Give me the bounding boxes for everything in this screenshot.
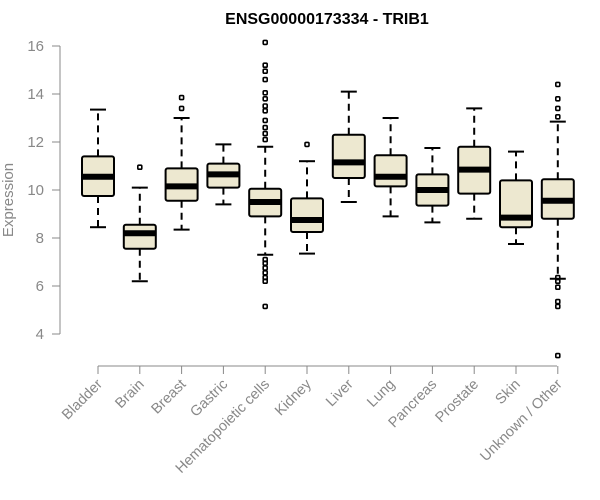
box-group: [206, 143, 241, 206]
outlier-point: [554, 114, 561, 120]
outlier-point: [262, 117, 269, 124]
outlier-point: [262, 62, 269, 69]
x-tick-label: Skin: [493, 377, 524, 408]
outlier-point: [554, 284, 561, 291]
outlier-point: [554, 96, 561, 102]
y-tick-label: 10: [27, 182, 44, 199]
outlier-point: [262, 68, 269, 74]
box-group: [499, 150, 533, 245]
outlier-point: [262, 103, 269, 109]
box-group: [415, 147, 450, 224]
y-tick-label: 14: [27, 86, 44, 103]
y-ticks: 4 6 8 10 12 14 16: [27, 38, 60, 343]
y-tick-label: 16: [27, 38, 44, 55]
y-tick-label: 6: [36, 278, 44, 295]
x-tick-label: Bladder: [59, 376, 106, 423]
box-rect: [373, 154, 408, 188]
box-rect: [290, 197, 324, 233]
outlier-point: [178, 105, 185, 112]
outlier-point: [262, 303, 269, 310]
box-group: [164, 94, 199, 231]
outlier-point: [554, 81, 561, 88]
x-tick-label: Prostate: [433, 377, 482, 426]
outlier-point: [262, 260, 269, 267]
outlier-point: [137, 164, 143, 170]
box-rect: [331, 133, 366, 180]
x-tick-label: Breast: [148, 377, 189, 418]
outlier-point: [554, 352, 561, 359]
box-group: [373, 117, 408, 218]
box-group: [540, 81, 575, 359]
box-group: [122, 164, 157, 283]
outlier-point: [178, 94, 185, 101]
outlier-point: [262, 96, 269, 102]
outlier-point: [262, 278, 269, 285]
chart-title: ENSG00000173334 - TRIB1: [225, 11, 429, 28]
box-group: [290, 141, 324, 255]
boxes: [81, 39, 575, 359]
box-group: [248, 39, 283, 310]
outlier-point: [262, 265, 269, 271]
outlier-point: [554, 105, 561, 112]
box-group: [331, 90, 366, 203]
outlier-point: [262, 130, 269, 137]
outlier-point: [554, 278, 561, 285]
outlier-point: [262, 90, 269, 96]
y-tick-label: 8: [36, 230, 44, 247]
outlier-point: [262, 76, 269, 83]
box-rect: [122, 223, 157, 250]
x-tick-label: Kidney: [272, 376, 315, 419]
box-group: [81, 108, 115, 229]
box-group: [457, 107, 492, 220]
y-tick-label: 4: [36, 326, 44, 343]
outlier-point: [262, 269, 269, 276]
x-tick-label: Brain: [112, 377, 147, 412]
y-axis-label: Expression: [0, 163, 17, 237]
outlier-point: [554, 303, 561, 310]
outlier-point: [304, 141, 310, 148]
outlier-point: [262, 136, 269, 143]
x-tick-label: Lung: [364, 377, 398, 411]
outlier-point: [262, 124, 269, 131]
outlier-point: [262, 39, 269, 46]
outlier-point: [262, 108, 269, 114]
x-tick-label: Liver: [323, 376, 357, 410]
outlier-point: [554, 298, 561, 305]
y-tick-label: 12: [27, 134, 44, 151]
